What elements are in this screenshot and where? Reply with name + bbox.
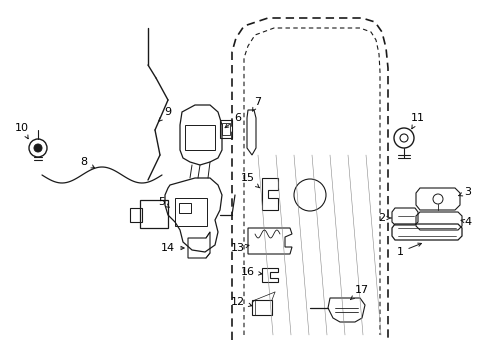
Text: 6: 6	[224, 113, 241, 128]
Text: 8: 8	[80, 157, 95, 168]
Text: 1: 1	[396, 243, 421, 257]
Text: 16: 16	[241, 267, 262, 277]
Text: 17: 17	[350, 285, 368, 300]
Bar	[184, 125, 215, 150]
Text: 14: 14	[161, 243, 184, 253]
Bar	[179, 203, 191, 213]
Text: 5: 5	[158, 197, 169, 207]
Text: 12: 12	[230, 297, 251, 307]
Text: 15: 15	[241, 173, 259, 188]
Text: 4: 4	[460, 217, 470, 227]
Bar	[222, 123, 229, 135]
Bar	[130, 208, 142, 222]
Text: 9: 9	[159, 107, 171, 121]
Text: 11: 11	[410, 113, 424, 129]
Bar	[220, 120, 231, 138]
Text: 10: 10	[15, 123, 29, 139]
Bar	[175, 198, 206, 226]
Text: 13: 13	[230, 243, 248, 253]
Text: 3: 3	[458, 187, 470, 197]
Circle shape	[34, 144, 42, 152]
Text: 2: 2	[378, 213, 390, 223]
Text: 7: 7	[252, 97, 261, 111]
Bar	[140, 200, 168, 228]
